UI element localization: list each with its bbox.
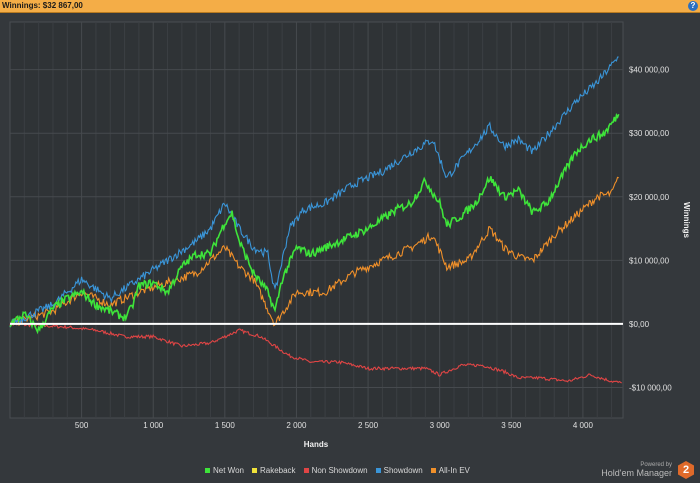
legend-swatch <box>430 468 436 473</box>
series-line-non-showdown <box>9 321 622 384</box>
legend-swatch <box>205 468 210 473</box>
legend-label: Net Won <box>213 466 244 475</box>
series-line-showdown <box>9 56 619 328</box>
legend-label: Rakeback <box>259 466 296 475</box>
y-tick-label: -$10 000,00 <box>629 383 672 392</box>
x-tick-label: 4 000 <box>573 421 594 430</box>
x-tick-label: 2 000 <box>286 421 307 430</box>
y-tick-label: $10 000,00 <box>629 256 670 265</box>
help-icon[interactable]: ? <box>688 1 698 11</box>
y-axis-label: Winnings <box>682 202 691 238</box>
legend-label: Showdown <box>383 466 423 475</box>
y-tick-label: $30 000,00 <box>629 129 670 138</box>
y-tick-label: $40 000,00 <box>629 66 670 75</box>
winnings-title: Winnings: $32 867,00 <box>2 1 83 10</box>
legend-label: All-In EV <box>438 466 470 475</box>
hm2-logo: 2 <box>678 461 694 479</box>
plot-area <box>9 21 624 419</box>
legend-swatch <box>303 468 309 473</box>
legend-item[interactable]: Showdown <box>375 466 423 475</box>
x-tick-label: 3 000 <box>430 421 451 430</box>
x-tick-label: 2 500 <box>358 421 379 430</box>
legend-swatch <box>375 468 381 473</box>
legend-item[interactable]: Rakeback <box>251 466 296 475</box>
y-tick-label: $20 000,00 <box>629 193 670 202</box>
legend-label: Non Showdown <box>311 466 368 475</box>
series-line-net-won <box>9 112 620 335</box>
x-axis-label: Hands <box>304 440 329 449</box>
legend-item[interactable]: Non Showdown <box>303 466 368 475</box>
x-tick-label: 500 <box>75 421 89 430</box>
brand-name: Hold'em Manager <box>601 468 672 478</box>
powered-by-label: Powered by <box>640 462 672 468</box>
header-bar: Winnings: $32 867,00 ? <box>0 0 700 13</box>
legend-item[interactable]: Net Won <box>205 466 244 475</box>
y-tick-label: $0,00 <box>629 320 650 329</box>
legend-item[interactable]: All-In EV <box>430 466 470 475</box>
series-line-all-in-ev <box>9 176 619 328</box>
legend-swatch <box>251 468 257 473</box>
x-tick-label: 3 500 <box>501 421 522 430</box>
brand: Powered by Hold'em Manager <box>601 462 672 478</box>
x-tick-label: 1 000 <box>143 421 164 430</box>
x-tick-label: 1 500 <box>215 421 236 430</box>
chart-legend: Net Won Rakeback Non Showdown Showdown All-I… <box>205 466 470 475</box>
